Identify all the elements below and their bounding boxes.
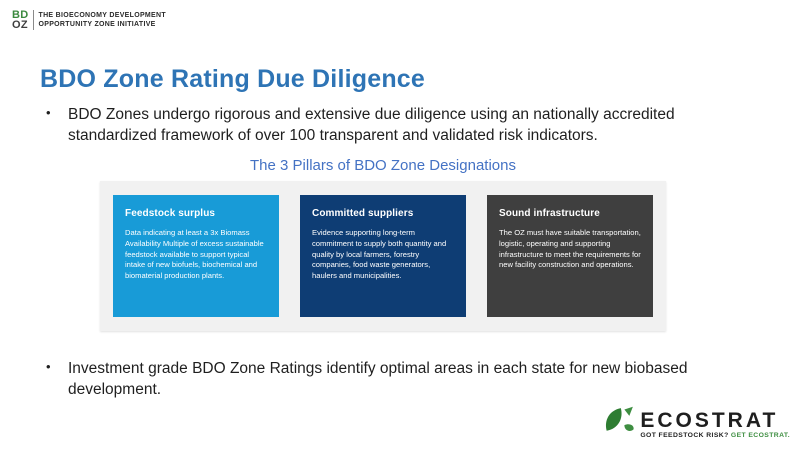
bdoz-logo-line1: THE BIOECONOMY DEVELOPMENT [38,12,166,19]
bullet-item-investment-grade: • Investment grade BDO Zone Ratings iden… [46,358,718,401]
bdoz-logo-line2: OPPORTUNITY ZONE INITIATIVE [38,21,156,28]
bullet-marker: • [46,105,51,120]
pillar-card-feedstock-surplus: Feedstock surplus Data indicating at lea… [113,195,279,317]
pillar-card-title: Feedstock surplus [125,208,216,219]
bdoz-logo-oz: OZ [12,19,28,31]
pillar-card-body: Evidence supporting long-term commitment… [312,228,447,281]
bdoz-logo-mark: BD OZ [12,9,29,31]
tagline-green-part: GET ECOSTRAT. [728,432,790,439]
bdoz-logo-bd: BD [12,9,29,21]
ecostrat-text-block: ECOSTRAT GOT FEEDSTOCK RISK? GET ECOSTRA… [640,409,790,439]
pillar-card-sound-infrastructure: Sound infrastructure The OZ must have su… [487,195,653,317]
ecostrat-logo: ECOSTRAT GOT FEEDSTOCK RISK? GET ECOSTRA… [601,406,790,440]
pillars-heading: The 3 Pillars of BDO Zone Designations [250,157,516,174]
pillar-card-committed-suppliers: Committed suppliers Evidence supporting … [300,195,466,317]
bullet-text-investment-grade: Investment grade BDO Zone Ratings identi… [68,360,688,399]
bullet-item-due-diligence: • BDO Zones undergo rigorous and extensi… [46,104,718,147]
bdoz-logo-wordmark: THE BIOECONOMY DEVELOPMENT OPPORTUNITY Z… [39,11,166,29]
pillar-card-title: Committed suppliers [312,208,414,219]
ecostrat-brand-name: ECOSTRAT [640,409,779,432]
pillar-card-body: The OZ must have suitable transportation… [499,228,641,270]
slide-title: BDO Zone Rating Due Diligence [40,64,425,93]
pillar-card-body: Data indicating at least a 3x Biomass Av… [125,228,264,281]
bullet-text-due-diligence: BDO Zones undergo rigorous and extensive… [68,106,675,145]
pillars-panel: Feedstock surplus Data indicating at lea… [100,181,666,331]
ecostrat-tagline: GOT FEEDSTOCK RISK? GET ECOSTRAT. [640,432,790,439]
bullet-marker: • [46,359,51,374]
leaf-icon [606,406,634,431]
pillar-card-title: Sound infrastructure [499,208,600,219]
logo-divider [32,10,34,30]
bdoz-logo: BD OZ THE BIOECONOMY DEVELOPMENT OPPORTU… [12,9,166,31]
tagline-dark-part: GOT FEEDSTOCK RISK? [640,432,729,439]
